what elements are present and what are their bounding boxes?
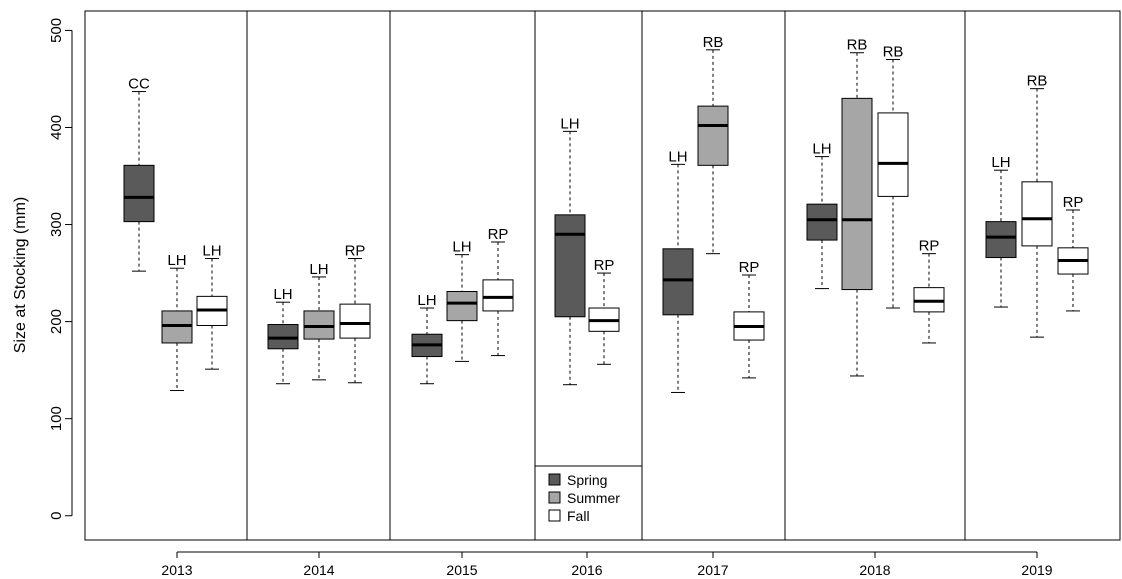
box-iqr	[446, 291, 478, 322]
box-label: LH	[452, 239, 471, 256]
legend-label-fall: Fall	[567, 508, 590, 524]
box-2018-fall-rp: RP	[913, 238, 945, 344]
box-2015-summer-lh: LH	[446, 239, 478, 362]
box-2016-spring-lh: LH	[554, 115, 586, 386]
box-label: CC	[128, 76, 150, 93]
box-iqr	[806, 203, 838, 241]
box-label: LH	[202, 243, 221, 260]
box-label: RP	[1063, 194, 1084, 211]
box-2017-summer-rb: RB	[697, 34, 729, 255]
legend: Spring Summer Fall	[534, 465, 643, 541]
box-iqr	[877, 112, 909, 197]
box-2018-summer-rb: RB	[841, 37, 873, 377]
box-label: RB	[1027, 73, 1048, 90]
legend-label-spring: Spring	[567, 472, 607, 488]
x-tick-label: 2017	[697, 562, 728, 578]
box-2013-fall-lh: LH	[196, 243, 228, 370]
box-series: CC LH LH LH LH RP LH LH RP LH RP LH RB RP LH RB RB RP LH RB…	[123, 34, 1089, 393]
box-2013-spring-cc: CC	[123, 76, 155, 272]
y-tick-label: 300	[48, 212, 65, 237]
box-label: LH	[991, 154, 1010, 171]
box-2018-spring-lh: LH	[806, 141, 838, 290]
year-panels	[84, 10, 1121, 541]
box-iqr	[841, 97, 873, 291]
y-tick-label: 500	[48, 18, 65, 43]
box-label: RP	[594, 257, 615, 274]
legend-label-summer: Summer	[567, 490, 620, 506]
box-label: LH	[167, 252, 186, 269]
box-2017-fall-rp: RP	[733, 259, 765, 379]
box-label: LH	[812, 141, 831, 158]
box-iqr	[662, 248, 694, 316]
box-2015-spring-lh: LH	[411, 292, 443, 385]
box-label: LH	[309, 261, 328, 278]
box-iqr	[985, 221, 1017, 259]
y-tick-label: 100	[48, 406, 65, 431]
box-label: LH	[668, 148, 687, 165]
x-tick-label: 2018	[859, 562, 890, 578]
y-tick-label: 400	[48, 115, 65, 140]
box-label: RB	[847, 37, 868, 54]
box-2013-summer-lh: LH	[161, 252, 193, 392]
box-iqr	[339, 303, 371, 339]
box-2019-fall-rp: RP	[1057, 194, 1089, 312]
x-tick-label: 2013	[161, 562, 192, 578]
box-2019-fall-rb: RB	[1021, 73, 1053, 338]
box-iqr	[1021, 181, 1053, 247]
box-iqr	[697, 105, 729, 166]
box-2016-fall-rp: RP	[588, 257, 620, 365]
box-label: RP	[739, 259, 760, 276]
box-2017-spring-lh: LH	[662, 148, 694, 393]
legend-swatch-fall	[548, 509, 561, 522]
legend-swatch-spring	[548, 473, 561, 486]
box-label: RP	[919, 238, 940, 255]
x-tick-label: 2016	[571, 562, 602, 578]
box-label: RP	[488, 226, 509, 243]
x-tick-label: 2014	[303, 562, 334, 578]
box-2015-fall-rp: RP	[482, 226, 514, 357]
x-tick-label: 2015	[446, 562, 477, 578]
y-axis-label: Size at Stocking (mm)	[12, 197, 29, 353]
box-label: LH	[560, 115, 579, 132]
box-iqr	[482, 279, 514, 312]
legend-swatch-summer	[548, 491, 561, 504]
box-label: RB	[883, 44, 904, 61]
x-axis: 2013 2014 2015 2016 2017 2018 2019	[161, 551, 1053, 578]
box-2018-fall-rb: RB	[877, 44, 909, 309]
x-tick-label: 2019	[1021, 562, 1052, 578]
box-2019-spring-lh: LH	[985, 154, 1017, 308]
box-label: LH	[273, 286, 292, 303]
box-label: RP	[345, 243, 366, 260]
box-2014-fall-rp: RP	[339, 243, 371, 384]
y-tick-label: 200	[48, 309, 65, 334]
box-iqr	[554, 214, 586, 318]
box-label: RB	[703, 34, 724, 51]
y-tick-label: 0	[48, 512, 65, 520]
box-iqr	[123, 164, 155, 223]
y-axis: 0 100 200 300 400 500	[48, 18, 73, 520]
box-label: LH	[417, 292, 436, 309]
box-2014-spring-lh: LH	[267, 286, 299, 385]
box-2014-summer-lh: LH	[303, 261, 335, 381]
